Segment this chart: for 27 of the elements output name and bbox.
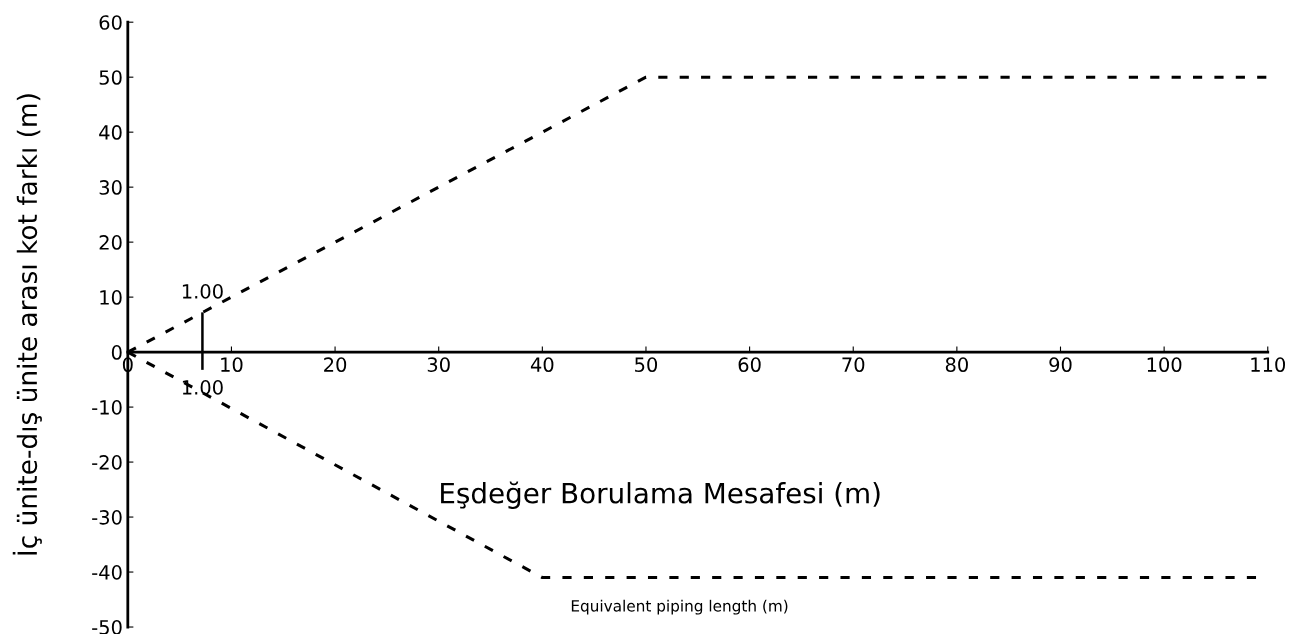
x-tick-label: 40	[530, 357, 554, 373]
y-tick-label: -20	[92, 455, 122, 470]
y-tick-label: 40	[99, 125, 122, 140]
y-tick-label: -40	[92, 565, 122, 580]
x-axis-title: Equivalent piping length (m)	[571, 599, 788, 615]
y-tick-label: 10	[100, 290, 122, 305]
x-tick-label: 80	[945, 357, 968, 373]
x-tick-label: 50	[635, 357, 658, 373]
y-tick-label: 0	[111, 345, 122, 360]
x-tick-label: 10	[221, 357, 243, 373]
x-tick-label: 20	[324, 357, 347, 373]
y-tick-label: 20	[99, 235, 122, 250]
x-tick-label: 70	[842, 357, 865, 373]
y-tick-label: -10	[92, 400, 122, 415]
y-axis-title: İç ünite-dış ünite arası kot farkı (m)	[12, 94, 42, 555]
x-tick-label: 60	[738, 357, 761, 373]
annotation: Eşdeğer Borulama Mesafesi (m)	[441, 481, 880, 509]
y-tick-label: 50	[99, 70, 122, 85]
x-tick-label: 100	[1147, 357, 1182, 373]
y-tick-label: 60	[99, 15, 122, 30]
x-tick-label: 30	[427, 357, 450, 373]
y-tick-label: -30	[92, 510, 122, 525]
x-tick-label: 90	[1049, 357, 1072, 373]
y-tick-label: 30	[99, 180, 122, 195]
y-tick-label: -50	[92, 619, 122, 634]
annotation: 1.00	[182, 284, 223, 299]
x-tick-label: 110	[1251, 357, 1286, 373]
